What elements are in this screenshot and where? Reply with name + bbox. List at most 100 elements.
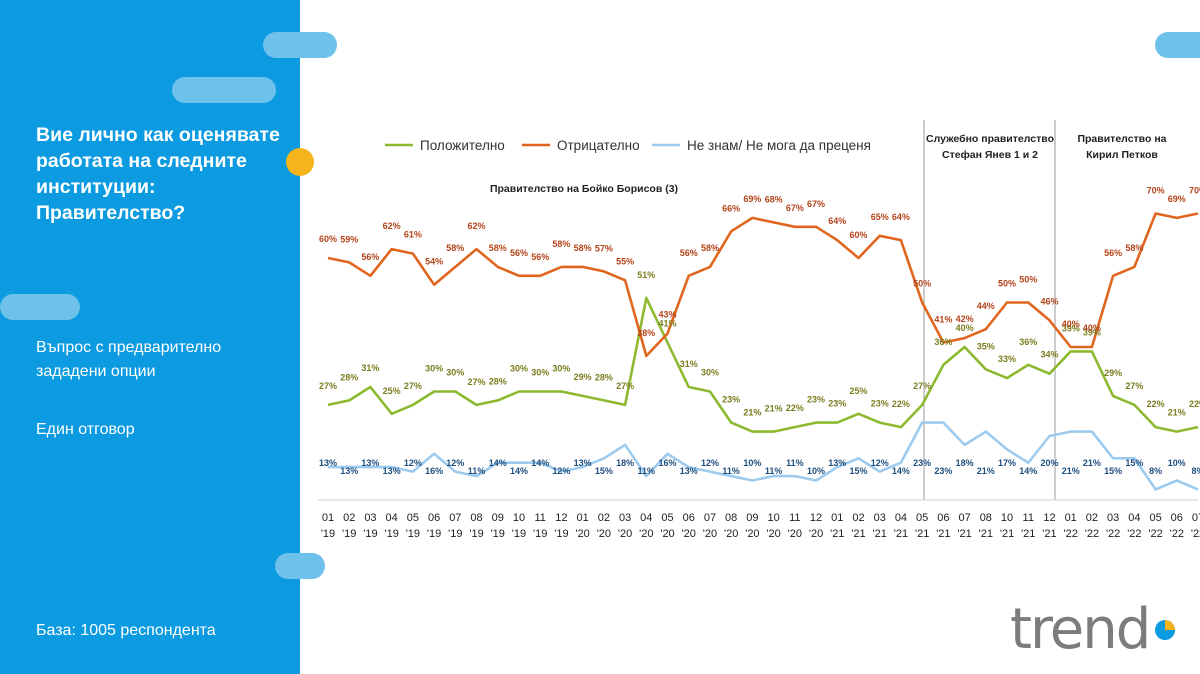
data-label: 30% xyxy=(531,368,549,378)
x-tick-label: '20 xyxy=(597,528,611,540)
data-label: 22% xyxy=(786,403,804,413)
x-tick-label: 12 xyxy=(810,512,822,524)
x-tick-label: '21 xyxy=(873,528,887,540)
data-label: 50% xyxy=(998,279,1016,289)
x-tick-label: 03 xyxy=(364,512,376,524)
data-label: 56% xyxy=(510,248,528,258)
data-label: 12% xyxy=(552,466,570,476)
x-tick-label: '19 xyxy=(469,528,483,540)
data-label: 27% xyxy=(319,381,337,391)
data-label: 21% xyxy=(1062,466,1080,476)
decor-pill xyxy=(275,553,325,579)
data-label: 36% xyxy=(1019,337,1037,347)
data-label: 27% xyxy=(468,377,486,387)
logo-wordmark: trend xyxy=(1010,598,1149,658)
x-tick-label: '20 xyxy=(575,528,589,540)
data-label: 61% xyxy=(404,230,422,240)
data-label: 15% xyxy=(595,466,613,476)
data-label: 58% xyxy=(1125,243,1143,253)
data-label: 13% xyxy=(361,458,379,468)
data-label: 60% xyxy=(319,234,337,244)
data-label: 69% xyxy=(743,194,761,204)
data-label: 58% xyxy=(574,243,592,253)
x-tick-label: 06 xyxy=(937,512,949,524)
data-labels: 27%28%31%25% 27%30% 30%27% 28%30% 30% 30%29% 2… xyxy=(319,186,1200,477)
x-tick-label: 02 xyxy=(343,512,355,524)
x-tick-label: '21 xyxy=(1000,528,1014,540)
data-label: 10% xyxy=(807,466,825,476)
line-chart: Положително Отрицателно Не знам/ Не мога д… xyxy=(318,120,1200,540)
data-label: 38% xyxy=(637,328,655,338)
x-tick-label: 09 xyxy=(746,512,758,524)
x-tick-label: '19 xyxy=(384,528,398,540)
data-label: 23% xyxy=(807,395,825,405)
x-tick-label: 12 xyxy=(1043,512,1055,524)
x-tick-label: 06 xyxy=(683,512,695,524)
data-label: 58% xyxy=(552,239,570,249)
x-tick-label: '21 xyxy=(1042,528,1056,540)
x-tick-label: 03 xyxy=(874,512,886,524)
data-label: 13% xyxy=(383,466,401,476)
data-label: 36% xyxy=(934,337,952,347)
data-label: 58% xyxy=(446,243,464,253)
x-tick-label: '19 xyxy=(342,528,356,540)
data-label: 8% xyxy=(1149,466,1162,476)
x-tick-label: '20 xyxy=(682,528,696,540)
data-label: 28% xyxy=(340,372,358,382)
data-label: 40% xyxy=(1062,319,1080,329)
x-tick-label: '20 xyxy=(639,528,653,540)
data-label: 11% xyxy=(468,466,486,476)
x-tick-label: '20 xyxy=(788,528,802,540)
data-label: 8% xyxy=(1192,466,1200,476)
data-label: 28% xyxy=(489,376,507,386)
data-label: 69% xyxy=(1168,194,1186,204)
data-label: 64% xyxy=(892,212,910,222)
data-label: 27% xyxy=(616,381,634,391)
x-tick-label: 08 xyxy=(980,512,992,524)
x-tick-label: '22 xyxy=(1191,528,1200,540)
data-label: 56% xyxy=(531,252,549,262)
data-label: 40% xyxy=(956,323,974,333)
x-tick-label: '22 xyxy=(1064,528,1078,540)
x-tick-label: 10 xyxy=(1001,512,1013,524)
x-tick-label: 06 xyxy=(1171,512,1183,524)
data-label: 62% xyxy=(383,221,401,231)
data-label: 27% xyxy=(404,381,422,391)
data-label: 30% xyxy=(446,368,464,378)
data-label: 66% xyxy=(722,203,740,213)
sidebar-panel: Вие лично как оценявате работата на след… xyxy=(0,0,300,674)
x-tick-label: 02 xyxy=(598,512,610,524)
data-label: 11% xyxy=(786,458,804,468)
x-tick-label: 02 xyxy=(1086,512,1098,524)
data-label: 67% xyxy=(786,203,804,213)
data-label: 11% xyxy=(638,466,656,476)
x-tick-label: '20 xyxy=(724,528,738,540)
data-label: 11% xyxy=(722,466,740,476)
data-label: 41% xyxy=(934,315,952,325)
x-tick-label: 12 xyxy=(555,512,567,524)
data-label: 21% xyxy=(1168,408,1186,418)
data-label: 46% xyxy=(1040,296,1058,306)
trend-logo: trend xyxy=(1010,597,1180,663)
data-label: 21% xyxy=(765,404,783,414)
data-label: 14% xyxy=(1019,466,1037,476)
x-tick-label: 06 xyxy=(428,512,440,524)
data-label: 22% xyxy=(1147,399,1165,409)
data-label: 13% xyxy=(340,466,358,476)
x-tick-label: '21 xyxy=(830,528,844,540)
x-tick-label: 04 xyxy=(1128,512,1140,524)
x-tick-label: 11 xyxy=(1023,512,1034,524)
decor-pill xyxy=(0,294,80,320)
data-label: 21% xyxy=(1083,458,1101,468)
data-label: 54% xyxy=(425,257,443,267)
decor-pill xyxy=(263,32,337,58)
data-label: 15% xyxy=(1125,458,1143,468)
x-tick-label: 04 xyxy=(386,512,398,524)
x-tick-label: 11 xyxy=(789,512,800,524)
data-label: 20% xyxy=(1040,458,1058,468)
x-tick-label: 07 xyxy=(449,512,461,524)
x-tick-label: 04 xyxy=(895,512,907,524)
data-label: 28% xyxy=(595,372,613,382)
data-label: 55% xyxy=(616,256,634,266)
x-tick-label: '22 xyxy=(1148,528,1162,540)
